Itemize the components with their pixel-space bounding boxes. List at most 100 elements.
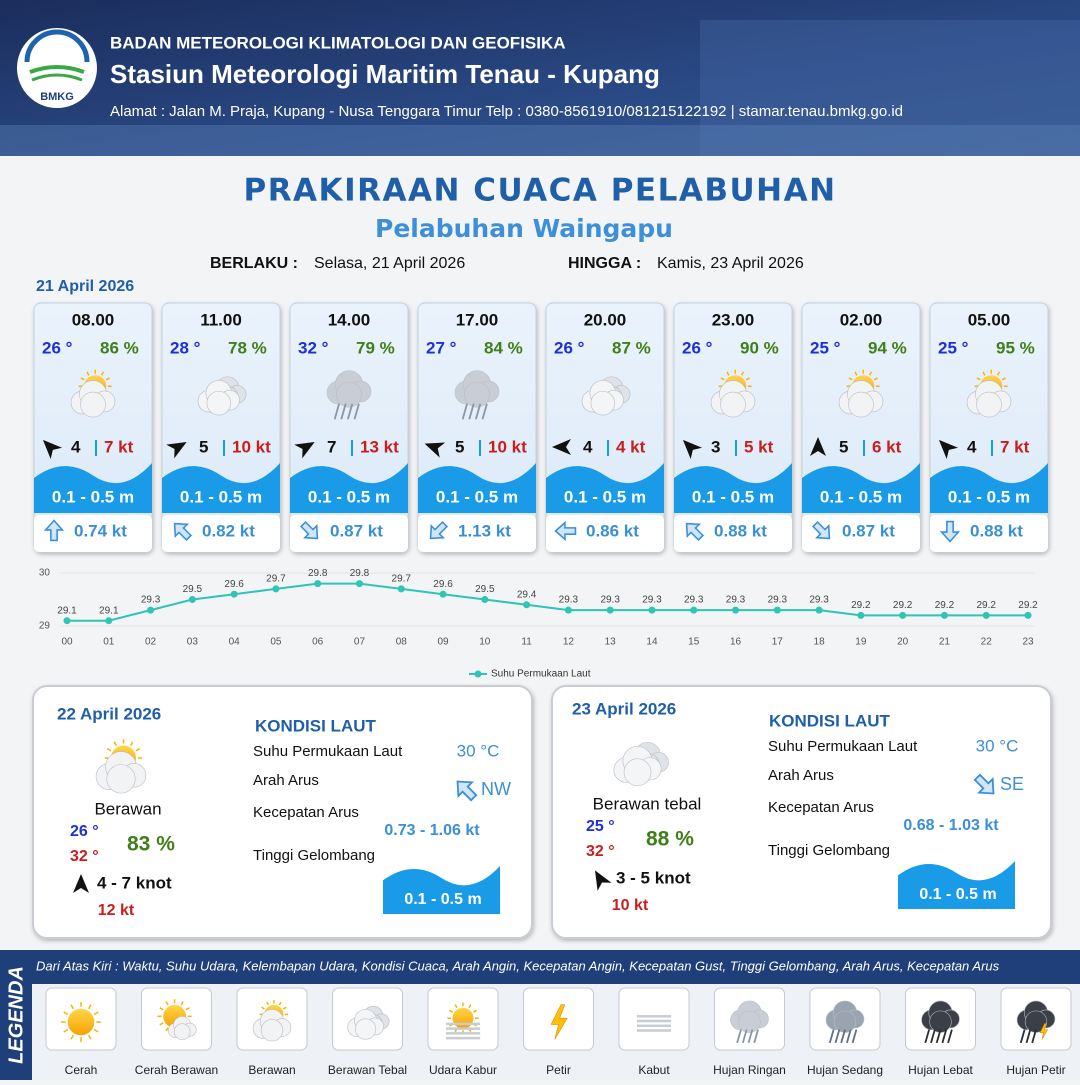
card-wave: 0.1 - 0.5 m	[692, 487, 774, 506]
card-wave: 0.1 - 0.5 m	[564, 487, 646, 506]
rain	[353, 403, 360, 420]
value-label: 29.3	[726, 595, 746, 606]
sun-ray	[454, 1004, 458, 1009]
value-label: 29.7	[266, 574, 286, 585]
legend-item: Kabut	[638, 1063, 670, 1077]
weather-icon	[825, 1000, 865, 1044]
logo-arc	[29, 65, 85, 74]
weather-icon	[347, 1005, 390, 1040]
value-label: 29.3	[768, 595, 788, 606]
card-humidity: 95 %	[996, 338, 1035, 357]
value-label: 29.5	[475, 584, 495, 595]
legend-item: Berawan	[248, 1063, 295, 1077]
y-tick-label: 29	[39, 621, 51, 632]
sst-point	[397, 585, 405, 593]
current-arrow	[43, 519, 65, 542]
wave-shape	[546, 463, 664, 513]
day-date: 22 April 2026	[57, 704, 161, 723]
cloud	[106, 764, 136, 794]
legend-title: LEGENDA	[5, 966, 27, 1064]
sea-label: Arah Arus	[768, 767, 834, 784]
day-humidity: 88 %	[646, 828, 694, 851]
legend-box	[618, 987, 690, 1051]
legend-item: Udara Kabur	[429, 1063, 497, 1077]
sun-ray	[449, 1009, 453, 1013]
rain	[461, 403, 468, 420]
logo-text: BMKG	[40, 91, 74, 103]
day-temp-max: 32 °	[70, 848, 99, 865]
current-arrow	[811, 520, 831, 540]
header-decor	[700, 20, 1080, 156]
sea-label: Kecepatan Arus	[253, 804, 359, 821]
cloud	[976, 391, 1002, 418]
weather-icon	[1016, 1000, 1056, 1044]
value-label: 29.8	[350, 568, 370, 579]
sst-point	[773, 606, 781, 614]
current-row	[162, 515, 280, 552]
sst-point	[815, 606, 823, 614]
cloud	[336, 381, 362, 408]
card-gust: 4 kt	[616, 437, 646, 456]
day-temp-min: 26 °	[70, 823, 99, 840]
card-wind: 5	[455, 437, 464, 456]
card-time: 14.00	[328, 310, 371, 329]
weather-icon	[95, 739, 147, 794]
cloud	[590, 390, 615, 416]
value-label: 29.7	[392, 574, 412, 585]
weather-icon	[70, 369, 116, 418]
weather-icon	[838, 369, 884, 418]
weather-icon	[613, 741, 669, 787]
card-wind: 7	[327, 437, 336, 456]
card-temp: 27 °	[426, 338, 457, 357]
wave-shape	[418, 463, 536, 513]
rain	[924, 1029, 930, 1044]
card-humidity: 78 %	[228, 338, 267, 357]
sst-point	[481, 596, 489, 603]
rain	[840, 1029, 846, 1044]
x-tick-label: 03	[187, 637, 199, 648]
rain	[851, 1029, 858, 1044]
cloud	[833, 1010, 857, 1033]
day-date: 23 April 2026	[572, 699, 676, 718]
sea-wave: 0.1 - 0.5 m	[404, 891, 481, 908]
value-label: 29.5	[183, 584, 203, 595]
value-label: 29.3	[141, 595, 161, 606]
sea-label: Suhu Permukaan Laut	[768, 738, 918, 755]
sun-ray	[468, 1004, 472, 1009]
x-tick-label: 20	[897, 637, 909, 648]
sun-ray	[63, 1028, 69, 1033]
x-tick-label: 18	[814, 637, 826, 648]
cloud	[355, 1018, 377, 1040]
sst-point	[940, 611, 948, 619]
card-humidity: 90 %	[740, 338, 779, 357]
card-humidity: 87 %	[612, 338, 651, 357]
x-tick-label: 02	[145, 637, 157, 648]
card-temp: 25 °	[938, 338, 969, 357]
weather-icon	[966, 369, 1012, 418]
sea-sst: 30 °C	[976, 736, 1019, 755]
sun-ray	[873, 377, 878, 381]
day-condition: Berawan	[94, 799, 161, 818]
sea-sst: 30 °C	[457, 741, 500, 760]
legend-item: Hujan Ringan	[713, 1063, 786, 1077]
card-time: 02.00	[840, 310, 883, 329]
legend-item: Berawan Tebal	[328, 1063, 407, 1077]
sst-point	[147, 606, 155, 614]
subtitle: Pelabuhan Waingapu	[375, 214, 673, 243]
day-wind: 4 - 7 knot	[97, 873, 172, 892]
header-band	[0, 0, 1080, 156]
x-tick-label: 15	[688, 637, 700, 648]
x-tick-label: 17	[772, 637, 784, 648]
card-wind: 4	[583, 437, 593, 456]
sun-ray	[868, 371, 873, 376]
wind-arrow	[294, 442, 315, 459]
weather-icon	[157, 999, 197, 1040]
cloud	[80, 391, 106, 418]
legend-item: Petir	[546, 1063, 571, 1077]
x-tick-label: 22	[981, 637, 993, 648]
rain	[747, 1029, 754, 1044]
card-wave: 0.1 - 0.5 m	[308, 487, 390, 506]
card-current: 0.88 kt	[970, 521, 1023, 540]
x-tick-label: 21	[939, 637, 951, 648]
sst-point	[105, 617, 113, 625]
